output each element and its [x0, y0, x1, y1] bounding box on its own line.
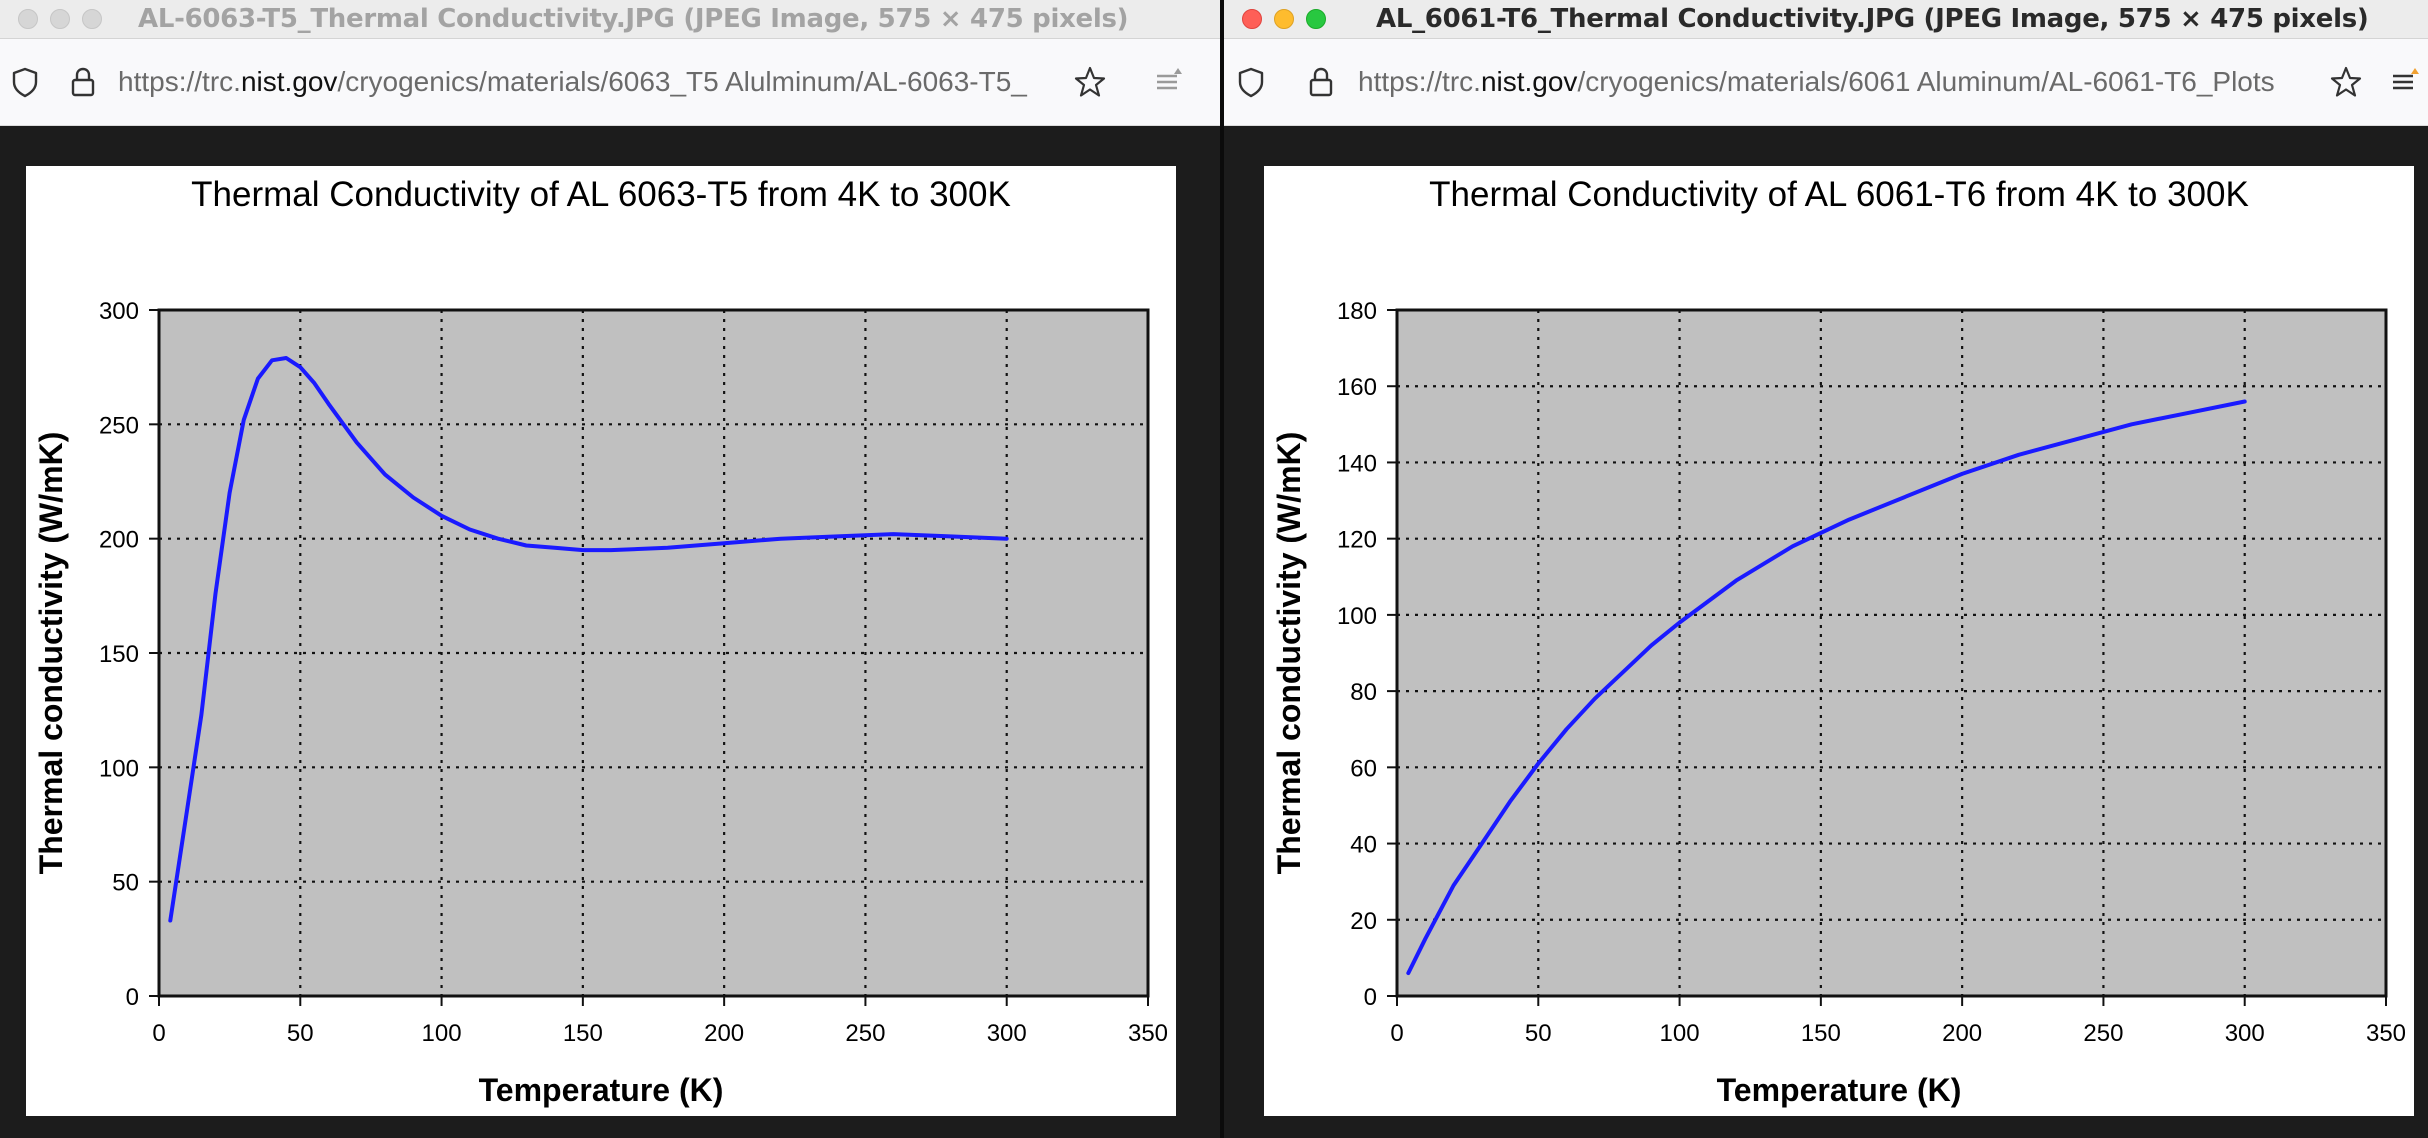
plot-frame — [157, 308, 1150, 998]
address-bar[interactable]: https://trc.nist.gov/cryogenics/material… — [1224, 39, 2428, 126]
url-text[interactable]: https://trc.nist.gov/cryogenics/material… — [118, 66, 1063, 98]
chart-title: Thermal Conductivity of AL 6063-T5 from … — [191, 175, 1011, 214]
x-tick-label: 200 — [704, 1020, 744, 1047]
x-tick-label: 250 — [845, 1020, 885, 1047]
window-title: AL-6063-T5_Thermal Conductivity.JPG (JPE… — [138, 4, 1129, 34]
y-tick-label: 50 — [112, 870, 139, 897]
y-tick-label: 20 — [1350, 908, 1377, 935]
url-prefix: https://trc. — [118, 66, 241, 97]
x-tick-label: 0 — [1390, 1020, 1403, 1047]
lock-icon[interactable] — [66, 65, 100, 99]
y-tick-label: 0 — [126, 984, 139, 1011]
x-tick-label: 100 — [422, 1020, 462, 1047]
lock-icon[interactable] — [1304, 65, 1338, 99]
browser-window-right: AL_6061-T6_Thermal Conductivity.JPG (JPE… — [1224, 0, 2428, 1138]
minimize-button[interactable] — [1274, 9, 1294, 29]
y-tick-label: 100 — [1337, 603, 1377, 630]
title-bar[interactable]: AL-6063-T5_Thermal Conductivity.JPG (JPE… — [0, 0, 1220, 39]
y-tick-label: 140 — [1337, 450, 1377, 477]
zoom-button[interactable] — [82, 9, 102, 29]
x-tick-label: 200 — [1942, 1020, 1982, 1047]
chart-image-6063-T5: Thermal Conductivity of AL 6063-T5 from … — [26, 166, 1176, 1116]
plot-area — [1397, 310, 2386, 996]
y-tick-label: 300 — [99, 298, 139, 325]
x-axis-label: Temperature (K) — [1717, 1072, 1962, 1108]
plot-frame — [1395, 308, 2388, 998]
title-bar[interactable]: AL_6061-T6_Thermal Conductivity.JPG (JPE… — [1224, 0, 2428, 39]
y-axis-label: Thermal conductivity (W/mK) — [33, 432, 69, 875]
series-line — [168, 356, 1009, 923]
y-tick-label: 40 — [1350, 832, 1377, 859]
x-tick-label: 150 — [1801, 1020, 1841, 1047]
plot-area — [159, 310, 1148, 996]
url-text[interactable]: https://trc.nist.gov/cryogenics/material… — [1358, 66, 2318, 98]
address-bar[interactable]: https://trc.nist.gov/cryogenics/material… — [0, 39, 1220, 126]
y-tick-label: 180 — [1337, 298, 1377, 325]
x-tick-label: 150 — [563, 1020, 603, 1047]
x-tick-label: 50 — [287, 1020, 314, 1047]
x-tick-label: 0 — [152, 1020, 165, 1047]
y-tick-label: 250 — [99, 412, 139, 439]
window-divider — [1220, 0, 1224, 1138]
chart-image-6061-T6: Thermal Conductivity of AL 6061-T6 from … — [1264, 166, 2414, 1116]
url-host: nist.gov — [240, 66, 338, 97]
y-axis-label: Thermal conductivity (W/mK) — [1271, 432, 1307, 875]
y-tick-label: 0 — [1364, 984, 1377, 1011]
shield-icon[interactable] — [8, 65, 42, 99]
url-prefix: https://trc. — [1358, 66, 1481, 97]
star-icon[interactable] — [1073, 65, 1107, 99]
y-tick-label: 150 — [99, 641, 139, 668]
x-tick-label: 350 — [2366, 1020, 2406, 1047]
y-tick-label: 60 — [1350, 755, 1377, 782]
browser-window-left: AL-6063-T5_Thermal Conductivity.JPG (JPE… — [0, 0, 1220, 1138]
reader-menu-icon[interactable] — [1152, 65, 1186, 99]
y-tick-label: 200 — [99, 527, 139, 554]
chart-title: Thermal Conductivity of AL 6061-T6 from … — [1429, 175, 2249, 214]
y-tick-label: 80 — [1350, 679, 1377, 706]
chart-6061-T6: Thermal Conductivity of AL 6061-T6 from … — [1271, 175, 2406, 1108]
y-tick-label: 100 — [99, 755, 139, 782]
x-tick-label: 100 — [1660, 1020, 1700, 1047]
image-viewport: Thermal Conductivity of AL 6063-T5 from … — [0, 126, 1220, 1138]
zoom-button[interactable] — [1306, 9, 1326, 29]
url-host: nist.gov — [1480, 66, 1578, 97]
y-tick-label: 120 — [1337, 527, 1377, 554]
window-controls — [18, 9, 114, 34]
close-button[interactable] — [18, 9, 38, 29]
x-tick-label: 50 — [1525, 1020, 1552, 1047]
star-icon[interactable] — [2329, 65, 2363, 99]
reader-menu-icon[interactable] — [2388, 65, 2422, 99]
x-axis-label: Temperature (K) — [479, 1072, 724, 1108]
shield-icon[interactable] — [1234, 65, 1268, 99]
window-title: AL_6061-T6_Thermal Conductivity.JPG (JPE… — [1376, 4, 2369, 34]
series-line — [1406, 399, 2247, 976]
chart-6063-T5: Thermal Conductivity of AL 6063-T5 from … — [33, 175, 1168, 1108]
x-tick-label: 350 — [1128, 1020, 1168, 1047]
window-controls — [1242, 9, 1338, 34]
y-tick-label: 160 — [1337, 374, 1377, 401]
x-tick-label: 250 — [2083, 1020, 2123, 1047]
minimize-button[interactable] — [50, 9, 70, 29]
url-path: /cryogenics/materials/6061 Aluminum/AL-6… — [1577, 66, 2275, 97]
x-tick-label: 300 — [987, 1020, 1027, 1047]
image-viewport: Thermal Conductivity of AL 6061-T6 from … — [1224, 126, 2428, 1138]
url-path: /cryogenics/materials/6063_T5 Alulminum/… — [337, 66, 1027, 97]
x-tick-label: 300 — [2225, 1020, 2265, 1047]
close-button[interactable] — [1242, 9, 1262, 29]
